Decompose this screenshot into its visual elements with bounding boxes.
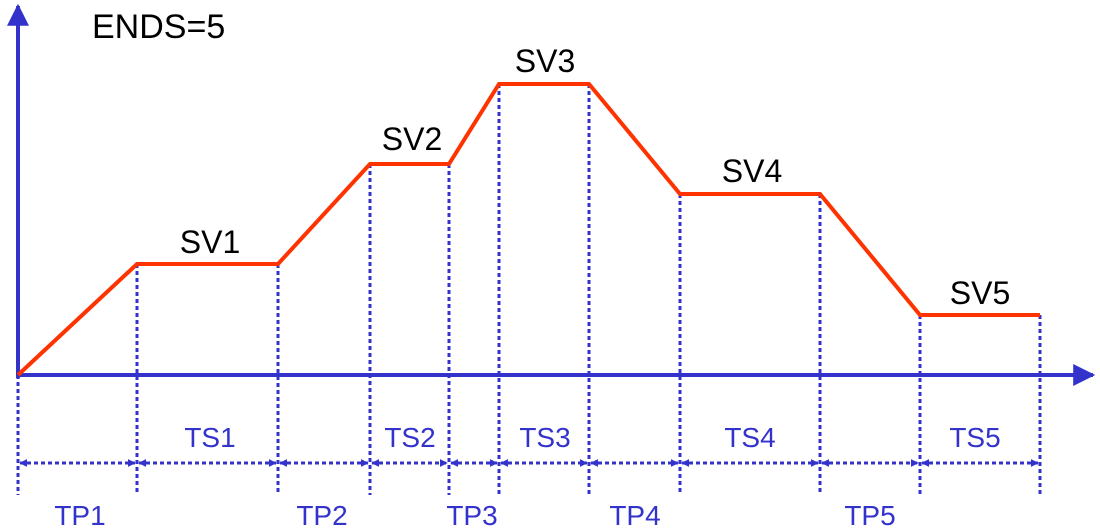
setpoint-label: SV4	[722, 153, 782, 189]
ramp-label: TP1	[54, 500, 105, 531]
setpoint-label: SV2	[382, 121, 442, 157]
ramp-label: TP2	[296, 500, 347, 531]
setpoint-label: SV3	[515, 43, 575, 79]
ramp-label: TP4	[609, 500, 660, 531]
ramp-label: TP3	[446, 500, 497, 531]
profile	[16, 82, 1040, 377]
title: ENDS=5	[92, 8, 225, 46]
verticals	[16, 84, 1042, 495]
setpoint-label: SV1	[180, 224, 240, 260]
soak-label: TS1	[184, 422, 235, 453]
soak-label: TS5	[949, 422, 1000, 453]
ramp-label: TP5	[844, 500, 895, 531]
soak-label: TS3	[519, 422, 570, 453]
setpoint-label: SV5	[950, 275, 1010, 311]
soak-label: TS4	[724, 422, 775, 453]
soak-label: TS2	[384, 422, 435, 453]
